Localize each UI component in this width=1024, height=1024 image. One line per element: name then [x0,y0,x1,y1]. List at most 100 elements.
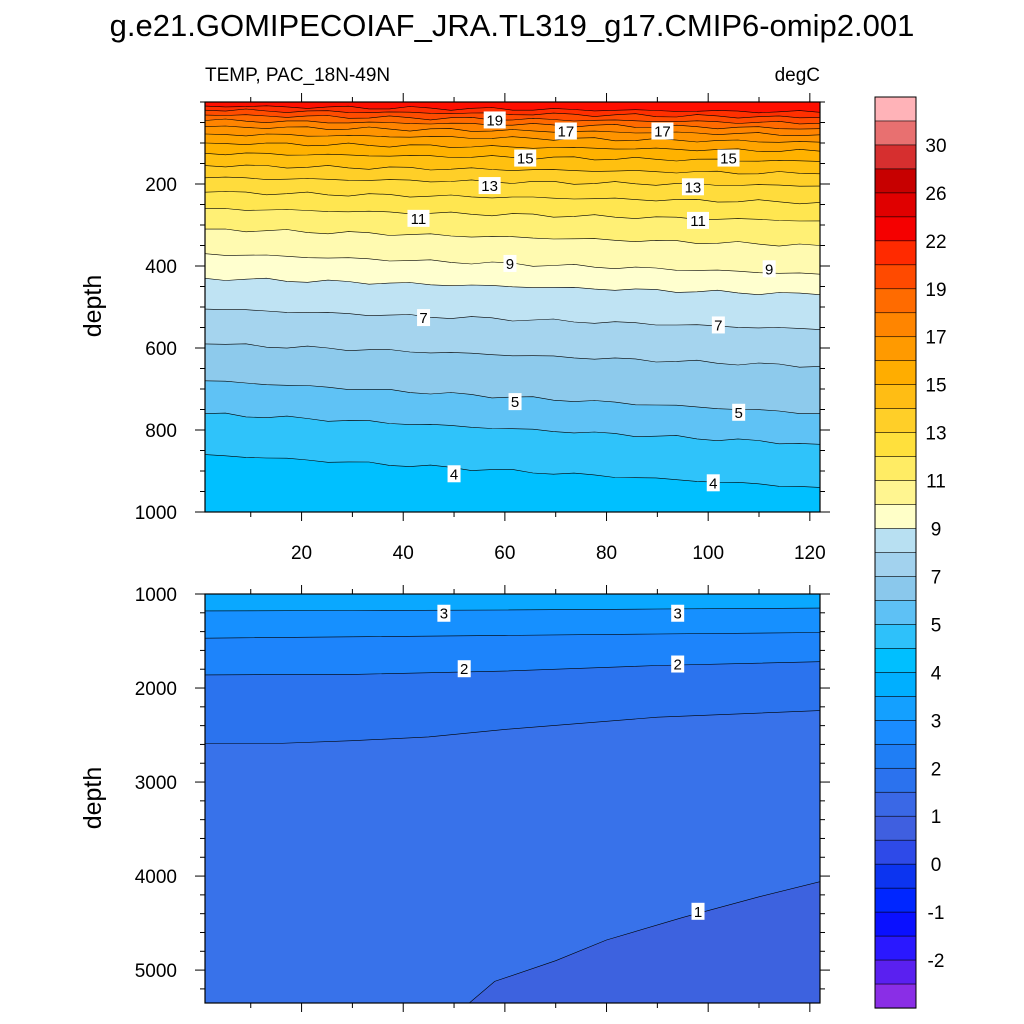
upper-band [205,177,820,204]
lower-band [205,608,820,639]
colorbar-tick-label: 4 [931,663,942,684]
contour-label-bg [717,149,740,167]
upper-band [205,143,820,162]
x-tick-label: 40 [393,543,414,564]
y-tick-label: 800 [145,421,177,442]
y-tick-label: 5000 [135,961,177,982]
colorbar-swatch [874,935,917,961]
upper-contour-label: 19 [483,111,506,129]
lower-contour-labels: 3 3 2 2 1 [437,604,705,921]
upper-contour-label: 13 [478,177,501,195]
upper-band [205,343,820,414]
colorbar-swatch [874,600,917,626]
x-tick-label: 60 [494,543,515,564]
colorbar-swatch [874,504,917,530]
upper-band [205,309,820,368]
contour-label-bg [687,211,710,229]
lower-contour-label: 3 [437,604,451,623]
y-tick-label: 600 [145,339,177,360]
colorbar-swatch [874,192,917,218]
colorbar-swatch [874,791,917,817]
upper-contour-label: 11 [407,209,430,228]
lower-band [205,661,820,744]
x-tick-label: 100 [692,543,724,564]
contour-label-text: 9 [765,261,773,278]
colorbar-tick-label: 1 [931,807,942,828]
contour-label-text: 13 [481,178,498,195]
colorbar-swatch [874,240,917,266]
upper-contour-label: 7 [417,309,431,327]
contour-label-text: 2 [460,661,468,678]
contour-label-text: 5 [511,394,519,411]
contour-label-bg [554,122,577,140]
upper-contour-label: 15 [514,149,537,168]
colorbar-tick-label: 17 [925,328,946,349]
contour-label-bg [762,260,776,278]
colorbar-swatch [874,120,917,146]
lower-contour-line [205,710,820,744]
colorbar-swatch [874,887,917,913]
upper-contour-label: 4 [447,465,461,483]
upper-contour-line [205,105,820,114]
contour-label-bg [681,178,704,196]
upper-band [205,102,820,113]
upper-band [205,413,820,488]
colorbar-swatch [874,384,917,410]
upper-contour-line [205,142,820,152]
upper-contour-labels: 19 17 17 15 15 13 13 11 11 9 9 7 7 5 5 4 4 [407,111,776,492]
upper-contour-label: 9 [503,254,517,273]
lower-contour-lines [205,607,820,1003]
y-tick-label: 1000 [135,503,177,524]
colorbar-swatch [874,336,917,362]
contour-label-bg [671,655,685,673]
colorbar-swatch [874,144,917,170]
upper-contour-label: 17 [651,122,674,141]
lower-plot-frame [204,593,821,1004]
upper-contour-line [205,118,820,130]
colorbar-swatch [874,480,917,506]
contour-label-bg [478,177,501,195]
lower-contour-line [469,881,820,1003]
colorbar-swatch [874,815,917,841]
lower-contour-label: 2 [457,660,471,678]
colorbar-swatch [874,696,917,721]
colorbar-swatch [874,720,917,745]
upper-contour-line [205,208,820,222]
contour-label-bg [732,403,746,421]
lower-axes: 1000 2000 3000 4000 5000 [135,585,830,1012]
y-tick-label: 2000 [135,679,177,700]
contour-label-text: 4 [709,475,717,492]
colorbar-swatch [874,576,917,602]
colorbar-tick-label: 22 [925,232,946,253]
y-tick-label: 200 [145,175,177,196]
upper-contour-line [205,343,820,368]
upper-contour-label: 17 [554,122,577,141]
upper-contour-line [205,191,820,205]
colorbar-swatch [874,288,917,314]
colorbar-tick-label: 11 [926,472,946,493]
lower-band [469,881,820,1003]
colorbar-tick-label: -1 [928,903,945,924]
colorbar-swatch [874,96,917,122]
upper-contour-label: 11 [687,211,710,230]
colorbar-swatch [874,743,917,769]
lower-contour-label: 3 [671,604,685,623]
contour-label-bg [514,149,537,167]
contour-label-text: 17 [654,124,671,141]
contour-label-text: 7 [419,310,427,327]
upper-panel-title-left: TEMP, PAC_18N-49N [205,65,390,86]
contour-label-text: 3 [440,606,448,623]
upper-panel-units: degC [775,65,820,86]
lower-ylabel: depth [79,767,107,830]
colorbar-tick-label: 19 [925,280,946,301]
upper-band [205,152,820,174]
contour-label-text: 11 [690,213,706,230]
contour-label-text: 17 [558,124,575,141]
upper-contour-lines [205,105,820,488]
contour-label-bg [508,393,522,411]
colorbar-swatch [874,863,917,889]
colorbar-tick-label: 15 [925,376,946,397]
colorbar-swatch [874,168,917,194]
colorbar: 30 26 22 19 17 15 13 11 9 7 5 4 3 2 1 0 -1 -2 [874,96,947,1009]
upper-contour-label: 7 [711,316,725,334]
